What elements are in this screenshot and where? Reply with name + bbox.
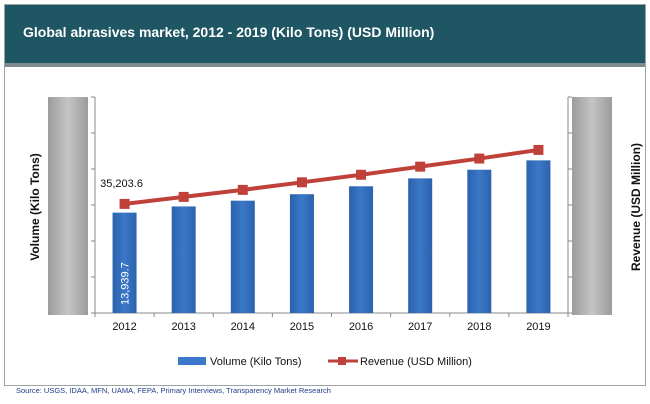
bar xyxy=(349,186,374,313)
x-tick-label: 2016 xyxy=(349,321,373,333)
bar-data-label: 13,939.7 xyxy=(120,262,132,305)
revenue-point xyxy=(237,184,248,195)
legend-swatch-volume xyxy=(178,357,206,365)
x-tick-label: 2014 xyxy=(231,321,255,333)
bar xyxy=(289,194,314,313)
revenue-point xyxy=(415,161,426,172)
x-tick-label: 2015 xyxy=(290,321,314,333)
legend-label-volume: Volume (Kilo Tons) xyxy=(210,356,302,368)
revenue-point xyxy=(178,191,189,202)
left-axis-label-box xyxy=(48,97,88,315)
line-data-label: 35,203.6 xyxy=(100,178,143,190)
revenue-point xyxy=(356,169,367,180)
x-tick-label: 2017 xyxy=(408,321,432,333)
x-tick-label: 2019 xyxy=(526,321,550,333)
revenue-point xyxy=(533,144,544,155)
x-tick-label: 2013 xyxy=(171,321,195,333)
revenue-line xyxy=(124,147,539,206)
chart-header: Global abrasives market, 2012 - 2019 (Ki… xyxy=(5,5,645,67)
x-tick-label: 2018 xyxy=(467,321,491,333)
bar xyxy=(467,169,492,313)
bar xyxy=(408,178,433,313)
revenue-point xyxy=(296,177,307,188)
x-tick-label: 2012 xyxy=(112,321,136,333)
revenue-point xyxy=(119,198,130,209)
bar xyxy=(112,212,137,313)
right-axis-label-box xyxy=(572,97,612,315)
bar xyxy=(526,160,551,313)
bar xyxy=(171,206,196,313)
revenue-point xyxy=(474,153,485,164)
legend-swatch-revenue-marker xyxy=(338,357,346,365)
source-note: Source: USGS, IDAA, MFN, UAMA, FEPA, Pri… xyxy=(16,386,331,395)
chart-title: Global abrasives market, 2012 - 2019 (Ki… xyxy=(23,24,435,40)
legend-label-revenue: Revenue (USD Million) xyxy=(360,356,472,368)
bar xyxy=(230,200,255,313)
